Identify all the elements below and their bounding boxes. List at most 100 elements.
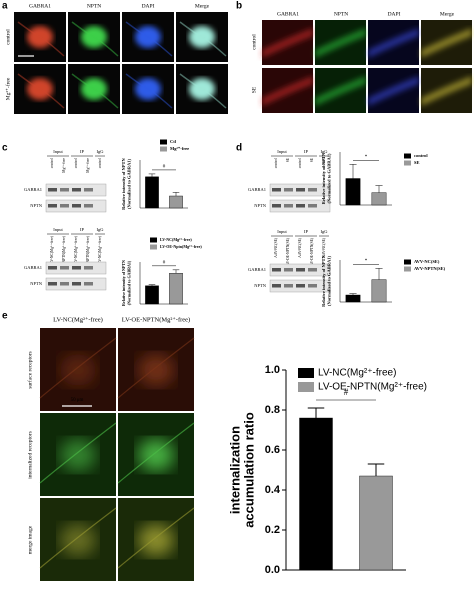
blot-group: Input: [53, 149, 63, 154]
protein-label: NPTN: [254, 283, 267, 288]
blot-band: [60, 188, 69, 192]
protein-label: NPTN: [254, 203, 267, 208]
blot-band: [272, 268, 281, 272]
panel-letter: c: [2, 143, 8, 154]
legend-swatch: [298, 368, 314, 378]
legend-label: control: [414, 153, 428, 158]
cell: [138, 524, 174, 556]
legend-swatch: [404, 259, 411, 265]
legend-label: AVV-NC(SE): [414, 259, 440, 264]
cell: [60, 524, 96, 556]
lane-label: control: [274, 158, 278, 168]
error-bar: [148, 173, 156, 177]
protein-label: NPTN: [30, 281, 43, 286]
row-label: surface receptors: [26, 351, 33, 388]
blot-band: [296, 204, 305, 208]
column-label: GABRA1: [277, 11, 299, 17]
y-axis-label: internalization: [227, 426, 242, 514]
blot-band: [84, 266, 93, 270]
cell: [189, 26, 215, 48]
legend-label: LV-NC(Mg²⁺-free): [160, 237, 192, 242]
neurite: [71, 21, 119, 57]
legend-swatch: [160, 139, 167, 145]
lane-label: control: [322, 158, 326, 168]
panel-letter: e: [2, 311, 8, 322]
y-axis-label: Relative intensity of NPTN: [121, 157, 126, 209]
protein-label: NPTN: [30, 203, 43, 208]
neurite: [17, 73, 65, 109]
lane-label: LV-OE-NPTN(Mg²⁺-free): [62, 235, 66, 274]
cell: [81, 26, 107, 48]
blot-group: IP: [80, 227, 84, 232]
blot-band: [284, 204, 293, 208]
bar: [371, 192, 387, 206]
cell-layer: [315, 28, 366, 58]
y-tick-label: 0.2: [265, 524, 280, 536]
error-bar: [172, 192, 180, 196]
neurite: [117, 507, 195, 569]
blot-band: [308, 268, 317, 272]
column-label: Merge: [195, 3, 210, 9]
legend-swatch: [160, 146, 167, 152]
blot-band: [72, 204, 81, 208]
y-tick-label: 0.8: [265, 404, 280, 416]
blot-band: [296, 268, 305, 272]
error-bar: [375, 268, 383, 280]
bar: [359, 475, 393, 571]
column-label: DAPI: [142, 3, 155, 9]
legend-label: Ctl: [170, 139, 177, 144]
y-axis-label: (Normalized to GABRA1): [327, 153, 332, 203]
row-label: SE: [251, 86, 257, 93]
column-label: GABRA1: [29, 3, 51, 9]
blot-band: [296, 188, 305, 192]
blot-band: [60, 282, 69, 286]
y-axis-label: (Normalized to GABRA1): [126, 260, 131, 305]
lane-label: LV-OE-NPTN(Mg²⁺-free): [86, 235, 90, 274]
neurite: [39, 337, 117, 399]
bar: [145, 285, 159, 305]
lane-label: LV-NC(Mg²⁺-free): [74, 235, 78, 263]
blot-group: IgG: [321, 229, 329, 234]
y-tick-label: 1.0: [265, 364, 280, 376]
blot-band: [84, 282, 93, 286]
significance-mark: #: [344, 387, 349, 397]
protein-label: GABRA1: [248, 267, 266, 272]
legend-swatch: [298, 382, 314, 392]
neurite: [125, 21, 173, 57]
blot-band: [72, 266, 81, 270]
cell-layer: [421, 76, 472, 106]
column-label: LV-NC(Mg²⁺-free): [53, 316, 103, 323]
lane-label: AAV-NC(SE): [322, 237, 326, 258]
row-label: control: [5, 29, 11, 45]
blot-band: [272, 204, 281, 208]
neurite: [17, 21, 65, 57]
panel-letter: b: [236, 1, 242, 12]
error-bar: [349, 164, 357, 179]
neurite: [117, 337, 195, 399]
column-label: LV-OE-NPTN(Mg²⁺-free): [122, 316, 190, 323]
cell: [138, 439, 174, 471]
blot-band: [284, 188, 293, 192]
lane-label: AAV-NC(SE): [274, 237, 278, 258]
protein-label: GABRA1: [24, 187, 42, 192]
bar: [299, 417, 333, 571]
cell: [60, 439, 96, 471]
legend-swatch: [404, 266, 411, 272]
blot-group: IP: [80, 149, 84, 154]
y-axis-label: Relative intensity of NPTN: [321, 254, 326, 306]
cell-layer: [262, 76, 313, 106]
bar: [145, 176, 159, 209]
cell: [27, 78, 53, 100]
blot-band: [48, 266, 57, 270]
row-label: internalized receptors: [27, 431, 33, 479]
y-axis-label: (Normalized to GABRA1): [127, 159, 132, 209]
lane-label: control: [298, 158, 302, 168]
legend-swatch: [150, 237, 157, 243]
cell: [135, 26, 161, 48]
column-label: NPTN: [334, 11, 348, 17]
blot-band: [84, 204, 93, 208]
cell: [60, 354, 96, 386]
protein-label: GABRA1: [248, 187, 266, 192]
blot-band: [308, 284, 317, 288]
y-axis-label: (Normalized to GABRA1): [327, 256, 332, 306]
